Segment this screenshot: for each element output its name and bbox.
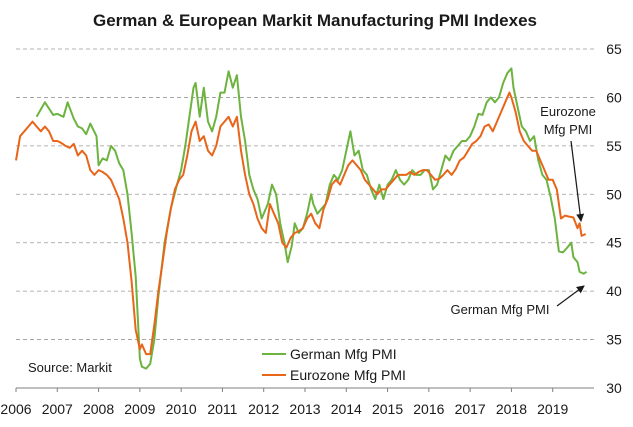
source-note: Source: Markit [28,360,112,375]
x-tick-label: 2014 [331,401,362,417]
x-tick-label: 2006 [0,401,31,417]
x-axis: 2006 2007 2008 2009 2010 2011 2012 2013 2014 2015… [0,387,594,417]
x-tick-label: 2009 [124,401,155,417]
eurozone-arrow [570,140,585,222]
series-line-eurozone [15,91,587,356]
y-tick-label: 60 [606,89,622,105]
series-lines [15,67,588,370]
y-tick-label: 30 [606,380,622,396]
gridlines [16,48,594,340]
y-tick-label: 55 [606,138,622,154]
legend: German Mfg PMI Eurozone Mfg PMI [262,346,406,383]
x-tick-label: 2008 [83,401,114,417]
x-tick-label: 2016 [413,401,444,417]
x-tick-label: 2012 [248,401,279,417]
german-arrow [556,285,585,307]
annotation-eurozone-line1: Eurozone [540,104,596,119]
series-line-german [35,67,588,370]
annotation-german: German Mfg PMI [451,302,550,317]
y-tick-label: 45 [606,235,622,251]
y-axis: 30 35 40 45 50 55 60 65 [606,41,622,396]
x-tick-label: 2017 [455,401,486,417]
x-tick-label: 2018 [496,401,527,417]
y-tick-label: 65 [606,41,622,57]
annotations: Eurozone Mfg PMI German Mfg PMI [451,104,596,317]
y-tick-label: 35 [606,332,622,348]
x-tick-label: 2010 [166,401,197,417]
x-tick-label: 2013 [289,401,320,417]
chart-title: German & European Markit Manufacturing P… [93,11,537,30]
annotation-eurozone-line2: Mfg PMI [544,122,592,137]
x-tick-label: 2015 [372,401,403,417]
x-tick-label: 2007 [42,401,73,417]
y-tick-label: 40 [606,283,622,299]
x-tick-label: 2019 [537,401,568,417]
y-tick-label: 50 [606,186,622,202]
x-tick-label: 2011 [207,401,237,417]
legend-label-german: German Mfg PMI [290,346,397,362]
legend-label-eurozone: Eurozone Mfg PMI [290,367,406,383]
